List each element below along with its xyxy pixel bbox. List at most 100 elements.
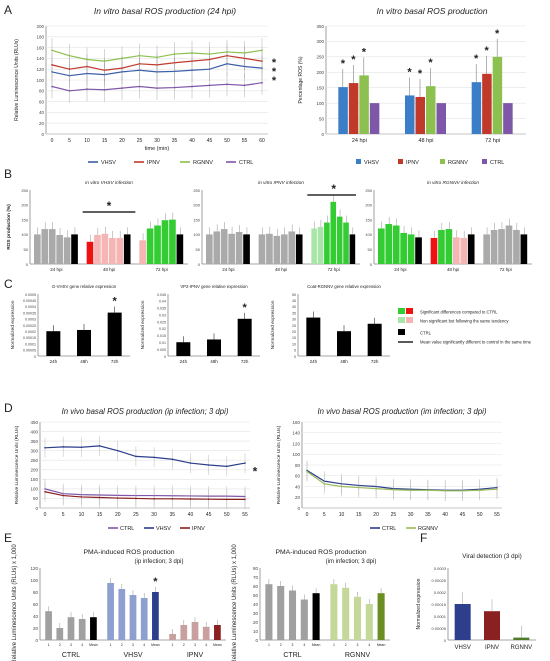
x-tick-label: 10: [84, 138, 90, 144]
bar: [71, 234, 78, 264]
series-line-ctrl: [44, 488, 246, 498]
b-panel-1-y-tick-label: 0: [26, 262, 29, 267]
legend-swatch-ctrl: [482, 159, 487, 164]
x-tick-label: 50: [224, 138, 230, 144]
a-left-y-tick-label: 120: [36, 67, 44, 72]
y-axis-label: Relative Luminescence Units (RLUs): [276, 425, 282, 504]
x-tick-label: 2: [280, 643, 282, 647]
bar: [161, 220, 169, 264]
a-left-y-tick-label: 200: [36, 24, 44, 29]
x-tick-label: 48h: [340, 359, 348, 364]
c-panel-1-y-tick-label: 0.0002: [25, 330, 36, 334]
bar: [213, 231, 221, 264]
bar: [505, 225, 513, 264]
x-tick-label: 5: [62, 512, 65, 518]
panel-title: in vitro IPNV infection: [258, 180, 304, 186]
legend-swatch: [406, 308, 413, 314]
b-panel-3-y-tick-label: 200: [365, 203, 372, 208]
c-panel-3-y-tick-label: 5: [294, 349, 296, 353]
bar-rgnnv: [426, 86, 436, 134]
bar: [407, 234, 415, 264]
c-panel-1-y-tick-label: 0.00025: [23, 324, 36, 328]
bar-vhsv: [338, 87, 348, 134]
panel-label-B: B: [4, 167, 12, 181]
x-tick-label: 35: [425, 512, 431, 518]
c-panel-2-y-tick-label: 0.025: [157, 320, 166, 324]
x-tick-label: 55: [242, 512, 248, 518]
bar: [400, 232, 407, 264]
data-point: [121, 87, 123, 89]
data-point: [171, 458, 174, 461]
x-tick-label: 25: [391, 512, 397, 518]
f-chart-y-tick-label: 0: [444, 638, 447, 643]
c-panel-3-y-tick-label: 40: [292, 305, 296, 309]
data-point: [44, 447, 46, 449]
bar: [520, 234, 528, 264]
x-tick-label: 35: [172, 138, 178, 144]
x-tick-label: 10: [79, 512, 85, 518]
b-panel-2-y-tick-label: 50: [196, 247, 201, 252]
bar: [109, 237, 116, 264]
data-point: [478, 489, 481, 492]
bar: [235, 232, 243, 264]
d-right-y-tick-label: 100: [292, 452, 300, 457]
x-tick-label: 1: [333, 643, 335, 647]
bar: [483, 234, 490, 264]
a-right-y-tick-label: 0: [321, 132, 324, 137]
legend-label-rgnnv: RGNNV: [193, 160, 213, 166]
data-point: [156, 56, 158, 59]
a-left-y-tick-label: 40: [39, 110, 45, 115]
x-tick-label: 25: [133, 512, 139, 518]
bar-ctrl: [503, 103, 513, 134]
x-tick-label: Mean: [312, 643, 321, 647]
x-tick-label: 48 hpi: [447, 267, 459, 272]
data-point: [86, 88, 88, 91]
data-point: [138, 54, 141, 57]
data-point: [496, 488, 498, 490]
legend-swatch: [406, 317, 413, 323]
bar-rgnnv: [513, 637, 530, 640]
bar: [154, 225, 161, 264]
c-panel-2-y-tick-label: 0.01: [159, 341, 166, 345]
x-tick-label: 48 hpi: [103, 267, 115, 272]
bar-ipnv: [348, 83, 359, 134]
data-point: [68, 54, 71, 57]
x-tick-label: 1: [268, 643, 270, 647]
x-tick-label: 48 hpi: [275, 267, 287, 272]
x-tick-label: 72 hpi: [328, 267, 340, 272]
bar: [214, 625, 221, 640]
data-point: [208, 84, 211, 87]
x-tick-label: 1: [110, 643, 112, 647]
c-panel-2-y-tick-label: 0.015: [157, 334, 166, 338]
y-axis-label: Normalized expression: [140, 300, 146, 349]
a-left-y-tick-label: 180: [36, 35, 44, 40]
bar: [385, 224, 393, 264]
f-chart-axes: 0 0.00005 0.0001 0.00015 0.0002 0.00025 0.0003: [432, 566, 536, 643]
x-tick-label: 4: [81, 643, 83, 647]
data-point: [116, 497, 119, 499]
bar: [288, 231, 296, 264]
a-left-axes: 0 20 40 60 80 100 120 140 160 180 200: [36, 24, 268, 137]
b-panel-1-y-tick-label: 100: [21, 232, 28, 237]
significance-star: *: [331, 182, 336, 196]
bar: [34, 234, 41, 264]
x-tick-label: 20: [373, 512, 379, 518]
a-left-y-tick-label: 0: [41, 132, 44, 137]
c-panel-1-y-tick-label: 0.00005: [23, 349, 36, 353]
data-point: [173, 53, 176, 55]
a-left-y-tick-label: 100: [36, 78, 44, 83]
d-left-y-tick-label: 450: [30, 420, 38, 425]
a-left-y-tick-label: 60: [39, 99, 45, 104]
e-right-y-tick-label: 40: [253, 602, 259, 607]
bar: [101, 233, 109, 264]
d-left-y-tick-label: 50: [33, 496, 39, 501]
bar: [207, 339, 221, 356]
significance-star: *: [495, 28, 500, 40]
data-point: [98, 445, 101, 447]
data-point: [191, 85, 193, 88]
x-tick-label: 72 hpi: [485, 138, 500, 144]
significance-star: *: [341, 58, 346, 70]
bar: [295, 234, 303, 264]
group-label: CTRL: [62, 652, 80, 659]
bar: [392, 225, 400, 264]
